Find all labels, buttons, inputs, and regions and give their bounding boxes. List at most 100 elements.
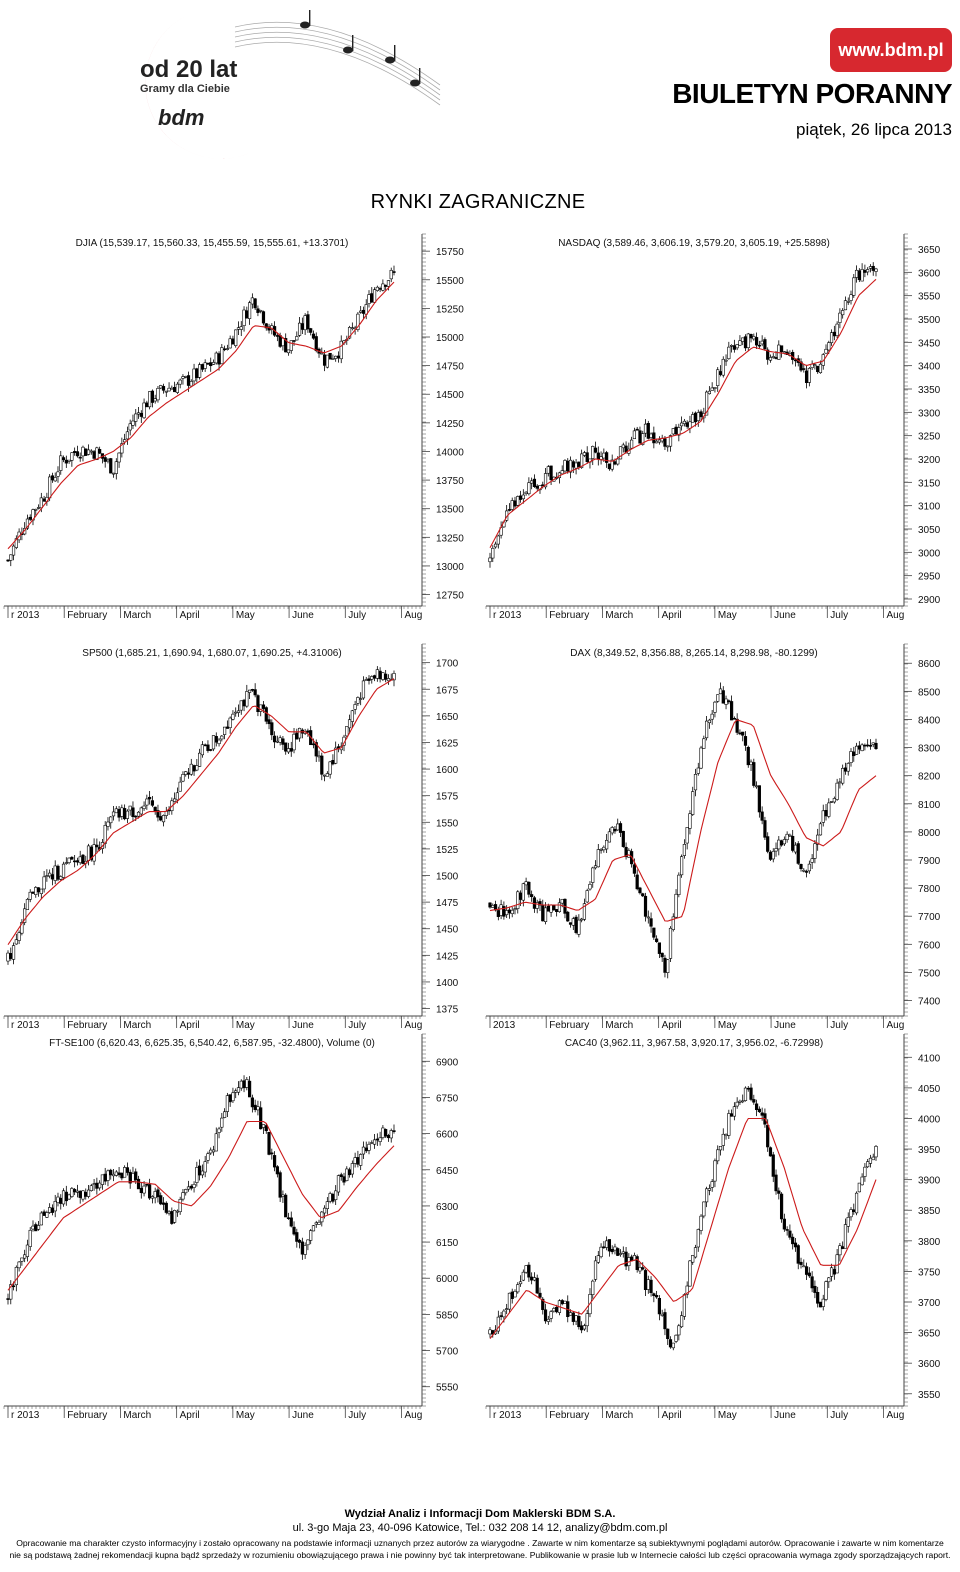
nasdaq-candle-body (574, 462, 578, 469)
dax-candle-body (821, 810, 825, 823)
dax-candle-body (546, 905, 550, 912)
sp500-candle-body (145, 798, 149, 806)
cac40-candle-body (718, 1146, 723, 1151)
nasdaq-candle-body (518, 495, 523, 500)
sp500-candle-body (181, 774, 185, 782)
ft-se100-candle-body (28, 1229, 32, 1247)
ft-se100-candle-body (378, 1137, 382, 1142)
ft-se100-candle-body (228, 1094, 232, 1103)
nasdaq-candle-body (527, 482, 531, 495)
sp500-candle-body (34, 887, 38, 896)
dax-candle-body (674, 893, 678, 918)
ft-se100-candle-body (225, 1095, 229, 1112)
sp500-candle-body (220, 735, 224, 740)
sp500-candle-body (70, 856, 74, 860)
djia-candle-body (131, 420, 135, 426)
sp500-y-tick-label: 1600 (436, 765, 459, 776)
brand-url-badge[interactable]: www.bdm.pl (830, 28, 952, 72)
cac40-month-label: May (718, 1410, 737, 1421)
cac40-candle-body (779, 1193, 784, 1220)
djia-candle-body (184, 376, 188, 378)
sp500-candle-body (270, 722, 274, 736)
dax-candle-body (816, 834, 820, 845)
nasdaq-candle-body (671, 428, 675, 435)
sp500-y-tick-label: 1575 (436, 792, 459, 803)
ft-se100-month-label: April (180, 1410, 200, 1421)
cac40-candle-body (810, 1276, 814, 1289)
djia-candle-body (195, 368, 199, 379)
dax-y-tick-label: 8400 (918, 715, 941, 726)
nasdaq-y-tick-label: 3350 (918, 385, 941, 396)
sp500-candle-body (247, 689, 252, 693)
ft-se100-candle-body (134, 1171, 138, 1181)
ft-se100-candle-body (75, 1190, 80, 1193)
cac40-candle-body (771, 1154, 775, 1177)
ft-se100-month-label: June (292, 1410, 314, 1421)
nasdaq-candle-body (488, 557, 492, 563)
nasdaq-candle-body (829, 332, 834, 343)
nasdaq-candle-body (827, 342, 831, 351)
ft-se100-candle-body (206, 1153, 210, 1161)
cac40-candle-body (724, 1134, 728, 1137)
dax-svg: 8600 8500 8400 8300 8200 8100 8000 7900 7800 7700… (485, 643, 941, 1031)
dax-candle-body (832, 798, 836, 803)
dax-candle-body (543, 907, 548, 922)
sp500-candle-body (231, 713, 235, 720)
dax-candle-body (618, 823, 623, 833)
nasdaq-candle-body (663, 438, 667, 447)
cac40-candle-body (835, 1254, 839, 1274)
cac40-y-tick-label: 3650 (918, 1329, 941, 1340)
djia-candle-body (120, 443, 124, 454)
sp500-candle-body (256, 695, 260, 713)
ft-se100-candle-body (361, 1146, 366, 1155)
ft-se100-candle-body (34, 1224, 38, 1232)
cac40-candle-body (860, 1176, 864, 1186)
dax-candle-body (643, 895, 648, 917)
sp500-candle-body (173, 798, 177, 802)
djia-candle-body (189, 381, 193, 387)
cac40-y-tick-label: 3950 (918, 1145, 941, 1156)
dax-candle-body (568, 922, 573, 925)
sp500-candle-body (198, 752, 202, 767)
sp500-candle-body (153, 806, 157, 812)
sp500-y-tick-label: 1450 (436, 925, 459, 936)
djia-candle-body (220, 347, 224, 365)
cac40-candle-body (691, 1255, 695, 1263)
sp500-candle-body (50, 874, 55, 880)
ft-se100-candle-body (131, 1173, 135, 1182)
ft-se100-candle-body (53, 1201, 57, 1212)
dax-candle-body (580, 918, 584, 921)
ft-se100-y-tick-label: 5700 (436, 1347, 459, 1358)
sp500-candle-body (292, 733, 296, 751)
nasdaq-title: NASDAQ (3,589.46, 3,606.19, 3,579.20, 3,… (558, 238, 830, 249)
nasdaq-candle-body (641, 433, 645, 445)
dax-candle-body (688, 813, 692, 829)
nasdaq-candle-body (632, 430, 637, 440)
cac40-y-tick-label: 3900 (918, 1176, 941, 1187)
nasdaq-candle-body (757, 344, 761, 347)
djia-candle-body (320, 352, 324, 355)
nasdaq-candle-body (741, 337, 745, 342)
cac40-candle-body (816, 1292, 820, 1304)
sp500-candle-body (164, 811, 168, 816)
cac40-candle-body (505, 1308, 509, 1310)
ft-se100-candle-body (209, 1149, 213, 1154)
ft-se100-candle-body (250, 1097, 254, 1108)
sp500-candle-body (242, 699, 246, 707)
ft-se100-candle-body (217, 1128, 221, 1133)
sp500-candle-body (92, 844, 96, 862)
dax-month-label: June (774, 1020, 796, 1031)
djia-candle-body (217, 353, 221, 365)
sp500-y-tick-label: 1400 (436, 978, 459, 989)
cac40-y-tick-label: 3600 (918, 1359, 941, 1370)
ft-se100-candle-body (231, 1092, 235, 1102)
ft-se100-candle-body (367, 1143, 371, 1151)
djia-candle-body (361, 309, 366, 314)
djia-candle-body (245, 310, 249, 319)
ft-se100-candle-body (253, 1104, 257, 1110)
logo-tagline: Gramy dla Ciebie (140, 83, 230, 95)
dax-candle-body (555, 909, 559, 913)
djia-candle-body (339, 340, 343, 360)
ft-se100-candle-body (295, 1232, 299, 1242)
djia-candle-body (9, 554, 13, 561)
